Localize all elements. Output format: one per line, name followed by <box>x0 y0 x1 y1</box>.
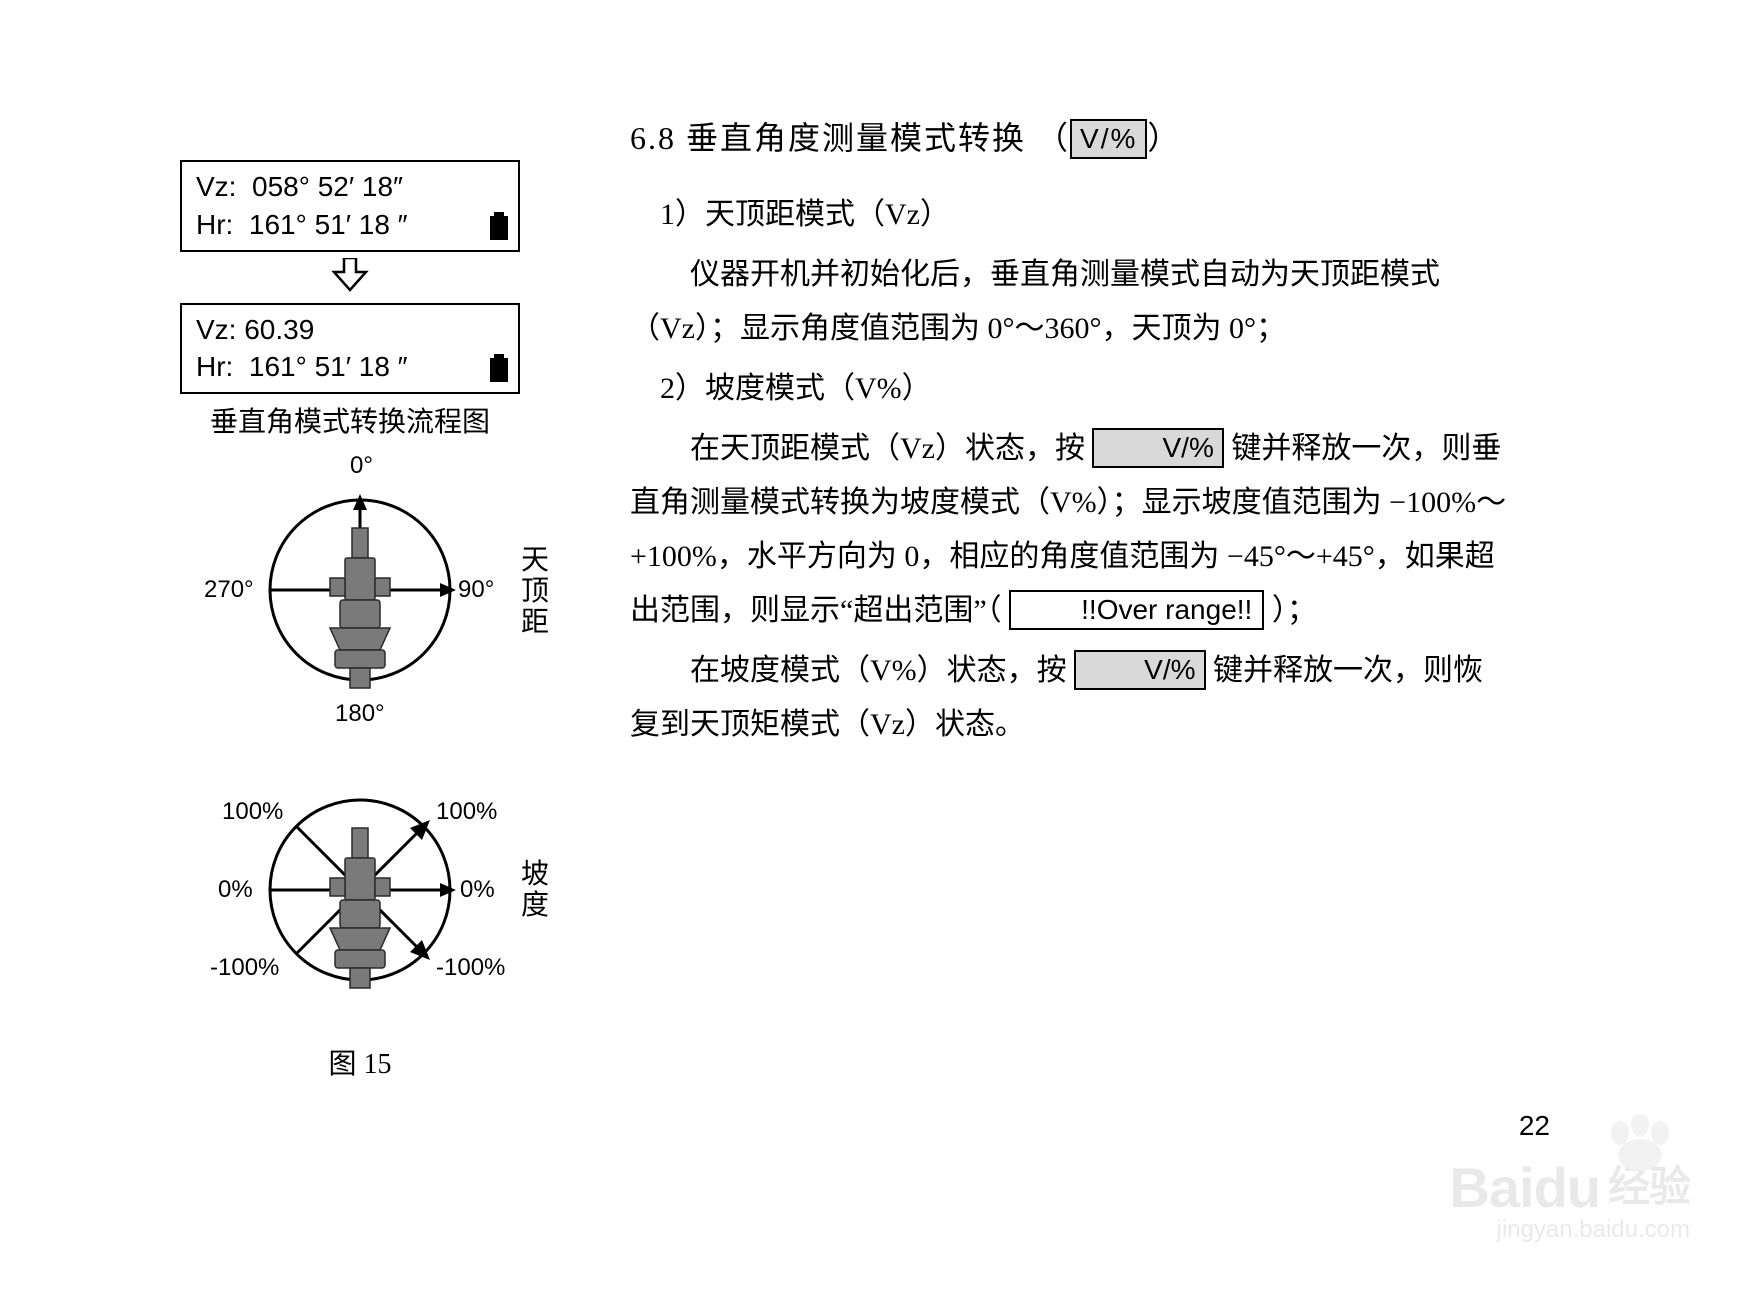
mode-2-heading: 2）坡度模式（V%） <box>630 362 1510 416</box>
slope-label: 100% <box>222 798 283 826</box>
page-number: 22 <box>1519 1110 1550 1142</box>
text-run: 在坡度模式（V%）状态，按 <box>690 654 1067 687</box>
section-heading: 6.8 垂直角度测量模式转换 （V/%） <box>630 110 1510 168</box>
slope-label: 100% <box>436 798 497 826</box>
mode-1-heading: 1）天顶距模式（Vz） <box>630 188 1510 242</box>
slope-label: -100% <box>210 954 279 982</box>
angle-label: 90° <box>458 576 494 604</box>
watermark: Baidu经验 jingyan.baidu.com <box>1449 1153 1690 1244</box>
battery-icon <box>490 358 508 382</box>
down-arrow-icon <box>180 258 520 297</box>
side-label-text: 天顶距 <box>521 545 549 638</box>
brand-text: Baidu <box>1449 1156 1600 1219</box>
keycap-vpercent: V/% <box>1070 119 1147 159</box>
slope-diagram: 100% 100% 0% 0% -100% -100% 坡度 <box>180 750 540 1040</box>
figure-caption: 图 15 <box>180 1042 540 1082</box>
lcd-line: Vz: 60.39 <box>196 311 504 349</box>
side-label-text: 坡度 <box>521 859 549 921</box>
paw-icon <box>1600 1115 1680 1175</box>
angle-label: 0° <box>350 452 373 480</box>
mode-2-paragraph-2: 在坡度模式（V%）状态，按 V/% 键并释放一次，则恢复到天顶矩模式（Vz）状态… <box>630 644 1510 752</box>
lcd-line: Vz: 058° 52′ 18″ <box>196 168 504 206</box>
flow-caption: 垂直角模式转换流程图 <box>180 400 520 440</box>
zenith-diagram: 0° 90° 180° 270° 天顶距 <box>180 450 540 740</box>
document-page: Vz: 058° 52′ 18″ Hr: 161° 51′ 18 ″ Vz: 6… <box>0 0 1760 1304</box>
section-title-text: 垂直角度测量模式转换 <box>686 120 1026 156</box>
diagram-side-label: 坡度 <box>520 860 550 922</box>
mode-1-paragraph: 仪器开机并初始化后，垂直角测量模式自动为天顶距模式（Vz）；显示角度值范围为 0… <box>630 248 1510 356</box>
slope-label: 0% <box>460 876 495 904</box>
section-number: 6.8 <box>630 120 676 156</box>
text-run: 在天顶距模式（Vz）状态，按 <box>690 432 1085 465</box>
watermark-url: jingyan.baidu.com <box>1449 1216 1690 1244</box>
keycap-vpercent: V/% <box>1092 428 1223 468</box>
lcd-line: Hr: 161° 51′ 18 ″ <box>196 206 504 244</box>
left-column: Vz: 058° 52′ 18″ Hr: 161° 51′ 18 ″ Vz: 6… <box>180 160 600 1082</box>
right-column: 6.8 垂直角度测量模式转换 （V/%） 1）天顶距模式（Vz） 仪器开机并初始… <box>630 110 1510 758</box>
angle-label: 270° <box>204 576 254 604</box>
watermark-brand: Baidu经验 <box>1449 1153 1690 1220</box>
lcd-display-after: Vz: 60.39 Hr: 161° 51′ 18 ″ <box>180 303 520 395</box>
lcd-line: Hr: 161° 51′ 18 ″ <box>196 348 504 386</box>
slope-label: -100% <box>436 954 505 982</box>
mode-2-paragraph-1: 在天顶距模式（Vz）状态，按 V/% 键并释放一次，则垂直角测量模式转换为坡度模… <box>630 422 1510 638</box>
battery-icon <box>490 216 508 240</box>
slope-label: 0% <box>218 876 253 904</box>
lcd-display-before: Vz: 058° 52′ 18″ Hr: 161° 51′ 18 ″ <box>180 160 520 252</box>
angle-label: 180° <box>335 700 385 728</box>
diagram-side-label: 天顶距 <box>520 546 550 638</box>
text-run: ）； <box>1272 594 1317 627</box>
over-range-message: !!Over range!! <box>1009 590 1264 630</box>
brand-cn: 经验 <box>1608 1163 1690 1210</box>
keycap-vpercent: V/% <box>1074 650 1205 690</box>
